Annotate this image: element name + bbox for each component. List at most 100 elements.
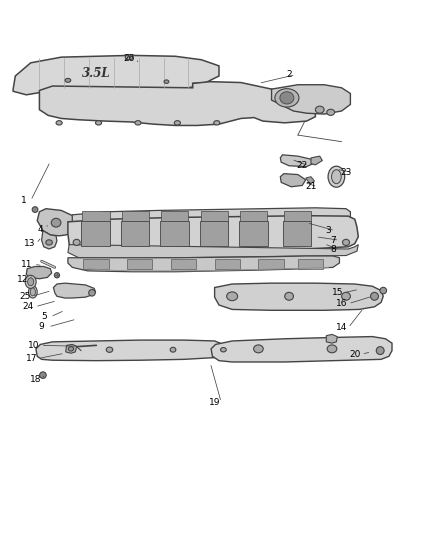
Text: 21: 21 [305, 182, 317, 191]
Ellipse shape [28, 286, 37, 298]
Polygon shape [211, 336, 392, 362]
Ellipse shape [46, 240, 53, 245]
Ellipse shape [28, 278, 34, 286]
Ellipse shape [88, 289, 95, 296]
Polygon shape [68, 216, 358, 252]
Text: 13: 13 [24, 239, 35, 248]
Bar [258, 259, 284, 269]
Polygon shape [272, 85, 350, 114]
Ellipse shape [170, 348, 176, 352]
Ellipse shape [285, 292, 293, 300]
Text: 4: 4 [38, 225, 43, 234]
Ellipse shape [214, 120, 220, 125]
Text: 18: 18 [30, 375, 42, 384]
Polygon shape [66, 344, 77, 353]
Polygon shape [39, 82, 315, 125]
Text: 15: 15 [332, 288, 343, 297]
Polygon shape [13, 55, 219, 95]
Ellipse shape [135, 120, 141, 125]
Text: 11: 11 [21, 260, 33, 269]
Polygon shape [280, 155, 313, 167]
Bar [283, 221, 311, 246]
Text: 26: 26 [124, 54, 135, 63]
Bar [201, 211, 228, 223]
Bar [81, 221, 110, 246]
Bar [215, 259, 240, 269]
Bar [160, 221, 189, 246]
Ellipse shape [25, 275, 36, 288]
Text: 25: 25 [20, 292, 31, 301]
Ellipse shape [220, 348, 226, 352]
Polygon shape [37, 209, 78, 236]
Ellipse shape [54, 273, 60, 278]
Ellipse shape [73, 239, 80, 246]
Bar [239, 221, 268, 246]
Ellipse shape [343, 239, 350, 246]
Ellipse shape [254, 345, 263, 353]
Text: 20: 20 [349, 350, 360, 359]
Text: 16: 16 [336, 299, 347, 308]
Text: 2: 2 [286, 70, 292, 79]
Polygon shape [68, 245, 358, 259]
Ellipse shape [371, 292, 378, 300]
Polygon shape [53, 283, 95, 298]
Ellipse shape [327, 345, 337, 353]
Polygon shape [36, 340, 224, 361]
Polygon shape [72, 208, 350, 228]
Polygon shape [326, 334, 337, 343]
Ellipse shape [327, 109, 335, 115]
Ellipse shape [328, 166, 345, 187]
Text: 22: 22 [297, 161, 308, 170]
Ellipse shape [51, 219, 61, 227]
Bar [171, 259, 196, 269]
Polygon shape [311, 156, 322, 165]
Ellipse shape [125, 54, 133, 60]
Text: 12: 12 [17, 275, 28, 284]
Bar [83, 259, 109, 269]
Bar [161, 211, 188, 223]
Ellipse shape [68, 346, 74, 351]
Ellipse shape [56, 120, 62, 125]
Text: 5: 5 [41, 312, 47, 321]
Bar [240, 211, 267, 223]
Text: 14: 14 [336, 324, 347, 332]
Polygon shape [26, 266, 52, 279]
Ellipse shape [95, 120, 102, 125]
Ellipse shape [30, 288, 35, 296]
Ellipse shape [376, 346, 384, 354]
Polygon shape [306, 177, 314, 184]
Bar [122, 211, 149, 223]
Text: 7: 7 [330, 236, 336, 245]
Text: 1: 1 [21, 196, 27, 205]
Text: 19: 19 [209, 398, 220, 407]
Ellipse shape [106, 347, 113, 352]
Bar [121, 221, 149, 246]
Ellipse shape [227, 292, 237, 301]
Polygon shape [215, 283, 383, 310]
Text: 17: 17 [26, 354, 37, 363]
Ellipse shape [164, 80, 169, 84]
Polygon shape [280, 174, 306, 187]
Bar [82, 211, 110, 223]
Ellipse shape [280, 92, 294, 104]
Bar [200, 221, 228, 246]
Ellipse shape [275, 88, 299, 107]
Polygon shape [42, 231, 57, 249]
Ellipse shape [65, 78, 71, 82]
Ellipse shape [342, 292, 350, 300]
Text: 3: 3 [325, 226, 332, 235]
Text: 8: 8 [330, 245, 336, 254]
Text: 24: 24 [23, 302, 34, 311]
Bar [284, 211, 311, 223]
Text: 10: 10 [28, 341, 40, 350]
Text: 9: 9 [39, 322, 45, 332]
Text: 3.5L: 3.5L [82, 67, 111, 80]
Polygon shape [68, 256, 339, 272]
Bar [127, 259, 152, 269]
Text: 23: 23 [340, 168, 352, 177]
Ellipse shape [39, 372, 46, 378]
Ellipse shape [174, 120, 180, 125]
Ellipse shape [332, 169, 341, 184]
Ellipse shape [315, 106, 324, 113]
Ellipse shape [380, 287, 387, 294]
